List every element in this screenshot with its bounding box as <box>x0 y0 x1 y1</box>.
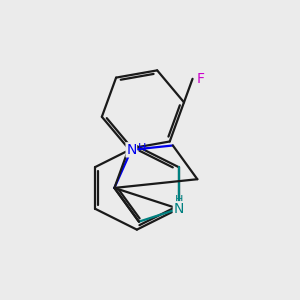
Text: H: H <box>138 143 146 154</box>
Text: H: H <box>174 195 183 205</box>
Text: N: N <box>126 143 136 157</box>
Text: N: N <box>173 202 184 216</box>
Text: F: F <box>196 72 205 86</box>
